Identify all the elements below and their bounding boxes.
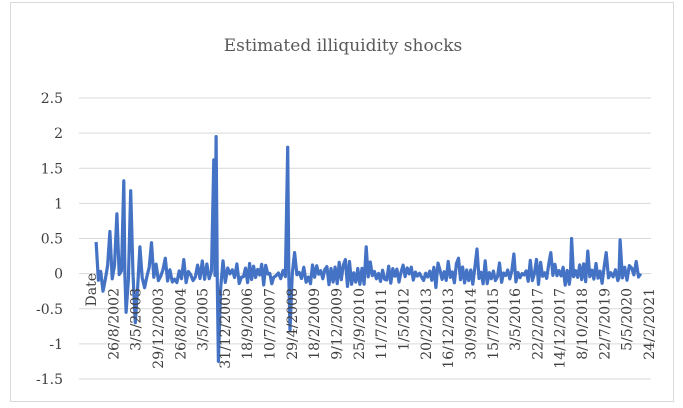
x-axis-ticks: Date 26/8/2002 3/5/2003 29/12/2003 26/8/2004…: [84, 273, 658, 369]
y-tick-label: -1: [49, 337, 63, 353]
x-tick-label: 15/7/2015: [486, 288, 502, 360]
y-axis-ticks: 2.5 2 1.5 1 0.5 0 -0.5 -1 -1.5: [36, 91, 63, 388]
x-tick-label: 18/2/2009: [307, 288, 323, 360]
x-tick-label: 31/12/2005: [218, 288, 234, 369]
x-tick-label: 26/8/2002: [106, 288, 122, 360]
x-tick-label: 26/8/2004: [173, 288, 189, 360]
plot-series: [94, 135, 643, 363]
x-tick-label: 14/12/2017: [553, 288, 569, 369]
x-tick-label: 3/5/2016: [508, 288, 524, 351]
x-tick-label: 22/2/2017: [530, 288, 546, 360]
x-tick-label: 1/5/2012: [396, 288, 412, 351]
series-line: [94, 135, 643, 363]
x-tick-label: 30/9/2014: [463, 288, 479, 360]
x-tick-label: 3/5/2005: [196, 288, 212, 351]
x-tick-label: 25/9/2010: [352, 288, 368, 360]
x-tick-label: 29/12/2003: [151, 288, 167, 369]
x-tick-label: 9/12/2009: [330, 288, 346, 360]
x-tick-label: 24/2/2021: [642, 288, 658, 360]
y-tick-label: 0.5: [41, 232, 63, 248]
y-tick-label: -1.5: [36, 372, 63, 388]
y-tick-label: 1.5: [41, 161, 63, 177]
x-tick-label: 18/9/2006: [240, 288, 256, 360]
x-tick-label: 8/10/2018: [575, 288, 591, 360]
y-tick-label: 0: [54, 267, 63, 283]
y-tick-label: 2.5: [41, 91, 63, 107]
x-tick-label: 20/2/2013: [419, 288, 435, 360]
chart-area: Estimated illiquidity shocks 2.5 2 1.5 1 0.5…: [10, 2, 674, 402]
x-tick-label: 3/5/2003: [129, 288, 145, 351]
y-tick-label: 2: [54, 126, 63, 142]
y-tick-label: 1: [54, 196, 63, 212]
x-tick-label: 16/12/2013: [441, 288, 457, 369]
x-tick-label: 10/7/2007: [263, 288, 279, 360]
x-tick-label: 29/4/2008: [285, 288, 301, 360]
x-tick-label: 5/5/2020: [620, 288, 636, 351]
x-tick-label: 11/7/2011: [374, 288, 390, 360]
chart-svg: Estimated illiquidity shocks 2.5 2 1.5 1 0.5…: [36, 36, 658, 388]
chart-title: Estimated illiquidity shocks: [224, 36, 462, 56]
x-tick-label: Date: [84, 273, 100, 306]
x-tick-label: 22/7/2019: [597, 288, 613, 360]
y-tick-label: -0.5: [36, 302, 63, 318]
